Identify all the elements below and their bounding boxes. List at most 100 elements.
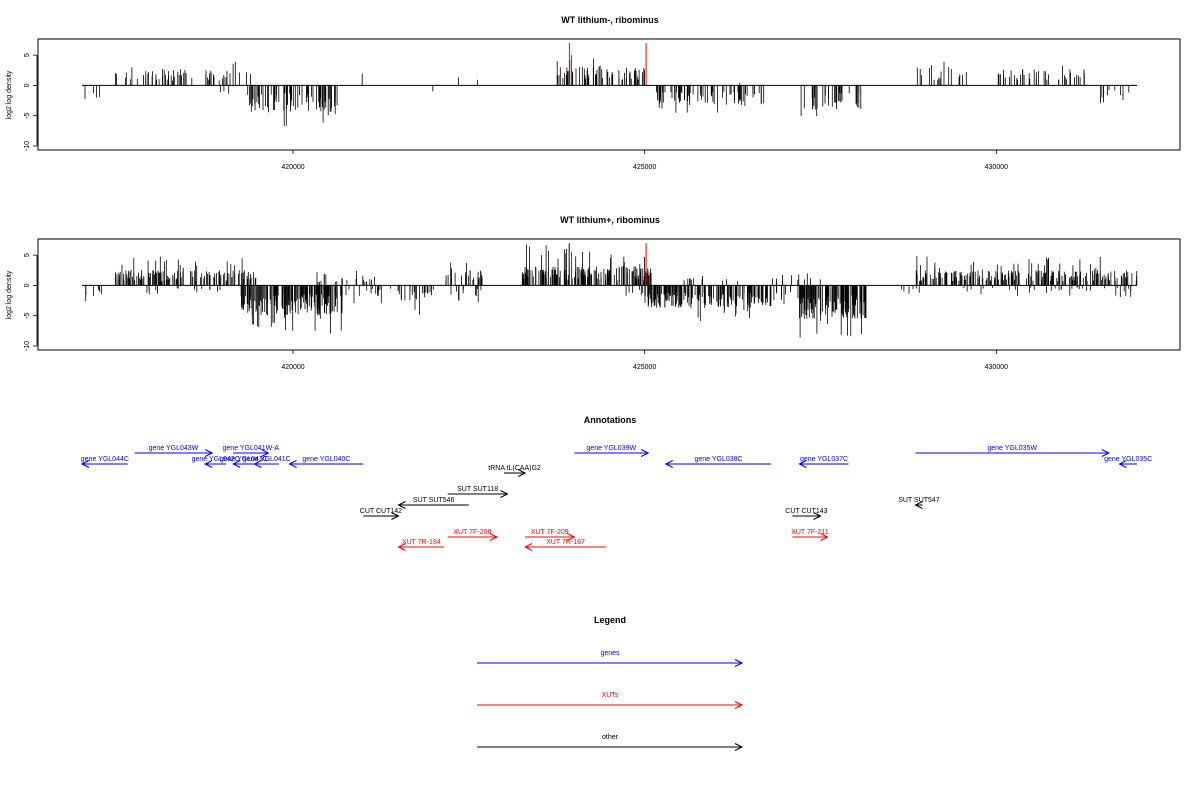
highlight-bars: [568, 43, 647, 86]
feature-label: XUT 7R-184: [402, 539, 441, 546]
legend-entries: genes XUTs other: [477, 650, 744, 751]
y-tick-label: -10: [24, 141, 31, 151]
feature-other: SUT SUT546: [397, 497, 469, 509]
feature-gene: gene YGL041C: [243, 456, 291, 468]
feature-arrowhead: [734, 659, 744, 667]
feature-arrowhead: [204, 449, 214, 457]
y-tick-label: -5: [24, 112, 31, 118]
feature-label: gene YGL037C: [800, 456, 848, 463]
feature-gene: gene YGL041W-A: [223, 445, 279, 457]
y-tick-label: 0: [24, 283, 31, 287]
feature-arrowhead: [914, 501, 923, 509]
feature-gene: gene YGL041C: [220, 456, 268, 468]
feature-arrowhead: [203, 460, 213, 468]
feature-label: gene YGL039W: [586, 445, 636, 452]
feature-label: CUT CUT143: [785, 508, 827, 515]
feature-label: gene YGL042C: [192, 456, 240, 463]
legend-label: XUTs: [602, 692, 619, 699]
feature-xut: XUT 7F-209: [525, 529, 576, 541]
feature-arrowhead: [232, 460, 241, 468]
feature-arrowhead: [80, 460, 90, 468]
feature-arrowhead: [397, 543, 406, 551]
y-tick-label: -5: [24, 312, 31, 318]
density-bars: [84, 58, 1130, 127]
x-tick-label: 430000: [985, 364, 1008, 371]
highlight-bars: [568, 243, 647, 286]
x-tick-label: 420000: [281, 364, 304, 371]
feature-label: gene YGL038C: [694, 456, 742, 463]
feature-arrowhead: [391, 512, 400, 520]
y-axis: -10 -5 0 5: [24, 53, 38, 151]
feature-arrowhead: [664, 460, 673, 468]
panel-title: WT lithium-, ribominus: [561, 15, 659, 25]
feature-gene: gene YGL043W: [134, 445, 214, 457]
feature-gene: gene YGL040C: [288, 456, 364, 468]
feature-gene: gene YGL039W: [574, 445, 650, 457]
feature-arrowhead: [640, 449, 650, 457]
feature-other: tRNA tL(CAA)G2: [488, 465, 541, 477]
legend-label: other: [602, 734, 619, 741]
y-tick-label: 0: [24, 83, 31, 87]
annotation-track: Annotations gene YGL044C gene YGL043W gene…: [81, 415, 1152, 551]
feature-label: SUT SUT547: [898, 497, 940, 504]
feature-label: gene YGL041C: [243, 456, 291, 463]
track-panel-lithium-minus: WT lithium-, ribominus log2 log density …: [6, 15, 1181, 171]
y-tick-label: 5: [24, 253, 31, 257]
feature-arrowhead: [288, 460, 297, 468]
feature-arrowhead: [261, 449, 270, 457]
legend-entry-xut: XUTs: [477, 692, 744, 709]
feature-xut: XUT 7F-208: [447, 529, 499, 541]
feature-arrowhead: [567, 533, 576, 541]
y-tick-label: -10: [24, 341, 31, 351]
x-tick-label: 425000: [633, 164, 656, 171]
feature-label: gene YGL035C: [1104, 456, 1152, 463]
legend-title: Legend: [594, 615, 626, 625]
feature-label: SUT SUT546: [413, 497, 455, 504]
feature-arrowhead: [523, 543, 533, 551]
feature-label: gene YGL035W: [987, 445, 1037, 452]
feature-arrowhead: [500, 490, 509, 498]
feature-xut: XUT 7F-211: [791, 529, 829, 541]
y-tick-label: 5: [24, 53, 31, 57]
x-axis: 420000 425000 430000: [281, 350, 1008, 371]
feature-xut: XUT 7R-184: [397, 539, 445, 551]
feature-gene: gene YGL042C: [192, 456, 240, 468]
feature-label: XUT 7F-208: [453, 529, 491, 536]
panel-title: WT lithium+, ribominus: [560, 215, 660, 225]
feature-arrowhead: [734, 701, 744, 709]
feature-label: XUT 7F-211: [791, 529, 829, 536]
feature-xut: XUT 7R-187: [523, 539, 606, 551]
feature-other: SUT SUT118: [447, 486, 509, 498]
feature-arrowhead: [813, 512, 822, 520]
density-bars: [85, 244, 1138, 338]
y-axis-label: log2 log density: [6, 70, 13, 119]
annotations-title: Annotations: [584, 415, 637, 425]
x-tick-label: 425000: [633, 364, 656, 371]
feature-label: CUT CUT142: [360, 508, 402, 515]
feature-arrowhead: [517, 469, 527, 477]
feature-gene: gene YGL044C: [81, 456, 129, 468]
feature-gene: gene YGL037C: [798, 456, 849, 468]
plot-frame: [37, 238, 1181, 351]
x-tick-label: 430000: [985, 164, 1008, 171]
feature-arrowhead: [1118, 460, 1127, 468]
y-axis-label: log2 log density: [6, 270, 13, 319]
feature-arrowhead: [798, 460, 807, 468]
feature-arrowhead: [253, 460, 262, 468]
feature-arrowhead: [1101, 449, 1110, 457]
legend-label: genes: [600, 650, 620, 657]
feature-gene: gene YGL038C: [664, 456, 772, 468]
feature-gene: gene YGL035C: [1104, 456, 1152, 468]
feature-label: gene YGL041C: [220, 456, 268, 463]
feature-label: XUT 7R-187: [546, 539, 585, 546]
feature-label: gene YGL040C: [302, 456, 350, 463]
feature-arrowhead: [397, 501, 406, 509]
feature-label: gene YGL044C: [81, 456, 129, 463]
feature-label: tRNA tL(CAA)G2: [488, 465, 541, 472]
y-axis: -10 -5 0 5: [24, 253, 38, 351]
feature-other: CUT CUT143: [785, 508, 828, 520]
legend-entry-other: other: [477, 734, 744, 751]
x-tick-label: 420000: [281, 164, 304, 171]
